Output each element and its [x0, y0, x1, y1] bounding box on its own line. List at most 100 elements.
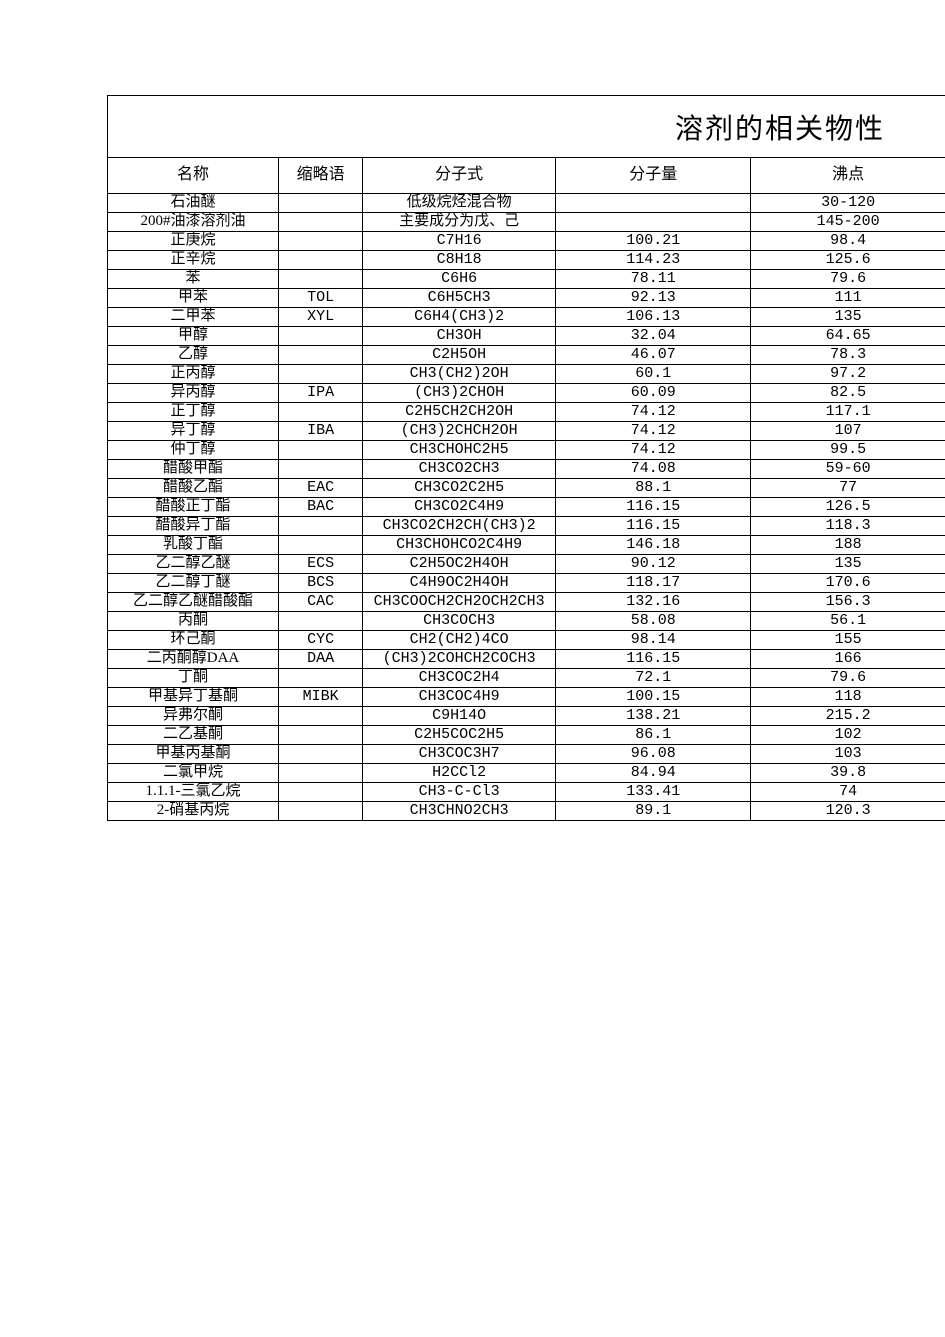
cell-name: 环己酮: [108, 630, 279, 649]
cell-abbr: IPA: [279, 383, 363, 402]
table-row: 仲丁醇CH3CHOHC2H574.1299.5: [108, 440, 945, 459]
table-row: 乙二醇乙醚ECSC2H5OC2H4OH90.12135: [108, 554, 945, 573]
cell-abbr: [279, 440, 363, 459]
cell-bp: 79.6: [751, 668, 945, 687]
cell-bp: 98.4: [751, 231, 945, 250]
col-header-bp: 沸点: [751, 158, 945, 193]
cell-formula: (CH3)2CHCH2OH: [363, 421, 556, 440]
table-row: 二氯甲烷H2CCl284.9439.8: [108, 763, 945, 782]
cell-abbr: BAC: [279, 497, 363, 516]
cell-mw: 74.12: [556, 421, 751, 440]
cell-formula: CH3COC2H4: [363, 668, 556, 687]
cell-formula: C2H5OH: [363, 345, 556, 364]
cell-formula: 低级烷烃混合物: [363, 193, 556, 212]
cell-formula: CH3COC4H9: [363, 687, 556, 706]
cell-mw: 92.13: [556, 288, 751, 307]
data-table: 名称 缩略语 分子式 分子量 沸点 石油醚低级烷烃混合物30-120200#油漆…: [108, 158, 945, 821]
cell-name: 二甲苯: [108, 307, 279, 326]
table-row: 异弗尔酮C9H14O138.21215.2: [108, 706, 945, 725]
cell-name: 仲丁醇: [108, 440, 279, 459]
cell-formula: CH3CHOHC2H5: [363, 440, 556, 459]
cell-name: 正庚烷: [108, 231, 279, 250]
cell-name: 甲基异丁基酮: [108, 687, 279, 706]
cell-bp: 120.3: [751, 801, 945, 820]
cell-bp: 77: [751, 478, 945, 497]
cell-mw: 100.21: [556, 231, 751, 250]
cell-bp: 188: [751, 535, 945, 554]
col-header-abbr: 缩略语: [279, 158, 363, 193]
cell-mw: 84.94: [556, 763, 751, 782]
cell-name: 异丙醇: [108, 383, 279, 402]
cell-formula: C4H9OC2H4OH: [363, 573, 556, 592]
cell-bp: 135: [751, 554, 945, 573]
cell-abbr: [279, 212, 363, 231]
cell-bp: 117.1: [751, 402, 945, 421]
cell-formula: CH3OH: [363, 326, 556, 345]
cell-formula: CH3CHOHCO2C4H9: [363, 535, 556, 554]
table-row: 二甲苯XYLC6H4(CH3)2106.13135: [108, 307, 945, 326]
cell-bp: 64.65: [751, 326, 945, 345]
cell-name: 二乙基酮: [108, 725, 279, 744]
cell-bp: 82.5: [751, 383, 945, 402]
cell-name: 乳酸丁酯: [108, 535, 279, 554]
cell-mw: 89.1: [556, 801, 751, 820]
cell-mw: 116.15: [556, 516, 751, 535]
cell-mw: 60.1: [556, 364, 751, 383]
cell-mw: 100.15: [556, 687, 751, 706]
cell-formula: CH3-C-Cl3: [363, 782, 556, 801]
cell-name: 乙二醇丁醚: [108, 573, 279, 592]
table-row: 丁酮CH3COC2H472.179.6: [108, 668, 945, 687]
table-row: 正丁醇C2H5CH2CH2OH74.12117.1: [108, 402, 945, 421]
cell-bp: 125.6: [751, 250, 945, 269]
cell-name: 正丁醇: [108, 402, 279, 421]
table-row: 乙二醇乙醚醋酸酯CACCH3COOCH2CH2OCH2CH3132.16156.…: [108, 592, 945, 611]
cell-abbr: [279, 402, 363, 421]
table-row: 苯C6H678.1179.6: [108, 269, 945, 288]
cell-mw: 98.14: [556, 630, 751, 649]
table-row: 乙二醇丁醚BCSC4H9OC2H4OH118.17170.6: [108, 573, 945, 592]
cell-abbr: DAA: [279, 649, 363, 668]
cell-formula: C7H16: [363, 231, 556, 250]
cell-abbr: [279, 535, 363, 554]
cell-abbr: [279, 269, 363, 288]
cell-mw: 133.41: [556, 782, 751, 801]
cell-bp: 59-60: [751, 459, 945, 478]
table-row: 异丙醇IPA(CH3)2CHOH60.0982.5: [108, 383, 945, 402]
table-row: 正丙醇CH3(CH2)2OH60.197.2: [108, 364, 945, 383]
cell-bp: 79.6: [751, 269, 945, 288]
cell-mw: 116.15: [556, 497, 751, 516]
cell-name: 丙酮: [108, 611, 279, 630]
table-row: 甲醇CH3OH32.0464.65: [108, 326, 945, 345]
cell-name: 醋酸甲酯: [108, 459, 279, 478]
header-row: 名称 缩略语 分子式 分子量 沸点: [108, 158, 945, 193]
cell-abbr: [279, 459, 363, 478]
cell-name: 200#油漆溶剂油: [108, 212, 279, 231]
cell-mw: 114.23: [556, 250, 751, 269]
cell-abbr: CYC: [279, 630, 363, 649]
cell-abbr: XYL: [279, 307, 363, 326]
cell-bp: 118: [751, 687, 945, 706]
cell-formula: C8H18: [363, 250, 556, 269]
table-row: 二乙基酮C2H5COC2H586.1102: [108, 725, 945, 744]
cell-mw: 74.12: [556, 402, 751, 421]
cell-formula: C6H4(CH3)2: [363, 307, 556, 326]
cell-bp: 78.3: [751, 345, 945, 364]
cell-name: 1.1.1-三氯乙烷: [108, 782, 279, 801]
cell-abbr: IBA: [279, 421, 363, 440]
cell-bp: 102: [751, 725, 945, 744]
cell-abbr: [279, 744, 363, 763]
cell-bp: 156.3: [751, 592, 945, 611]
cell-abbr: [279, 516, 363, 535]
cell-bp: 118.3: [751, 516, 945, 535]
cell-name: 二氯甲烷: [108, 763, 279, 782]
cell-formula: CH3COC3H7: [363, 744, 556, 763]
cell-bp: 103: [751, 744, 945, 763]
cell-name: 甲基丙基酮: [108, 744, 279, 763]
cell-formula: CH3CHNO2CH3: [363, 801, 556, 820]
table-row: 丙酮CH3COCH358.0856.1: [108, 611, 945, 630]
cell-abbr: [279, 706, 363, 725]
cell-name: 正丙醇: [108, 364, 279, 383]
cell-mw: 116.15: [556, 649, 751, 668]
table-row: 异丁醇IBA(CH3)2CHCH2OH74.12107: [108, 421, 945, 440]
cell-mw: 88.1: [556, 478, 751, 497]
